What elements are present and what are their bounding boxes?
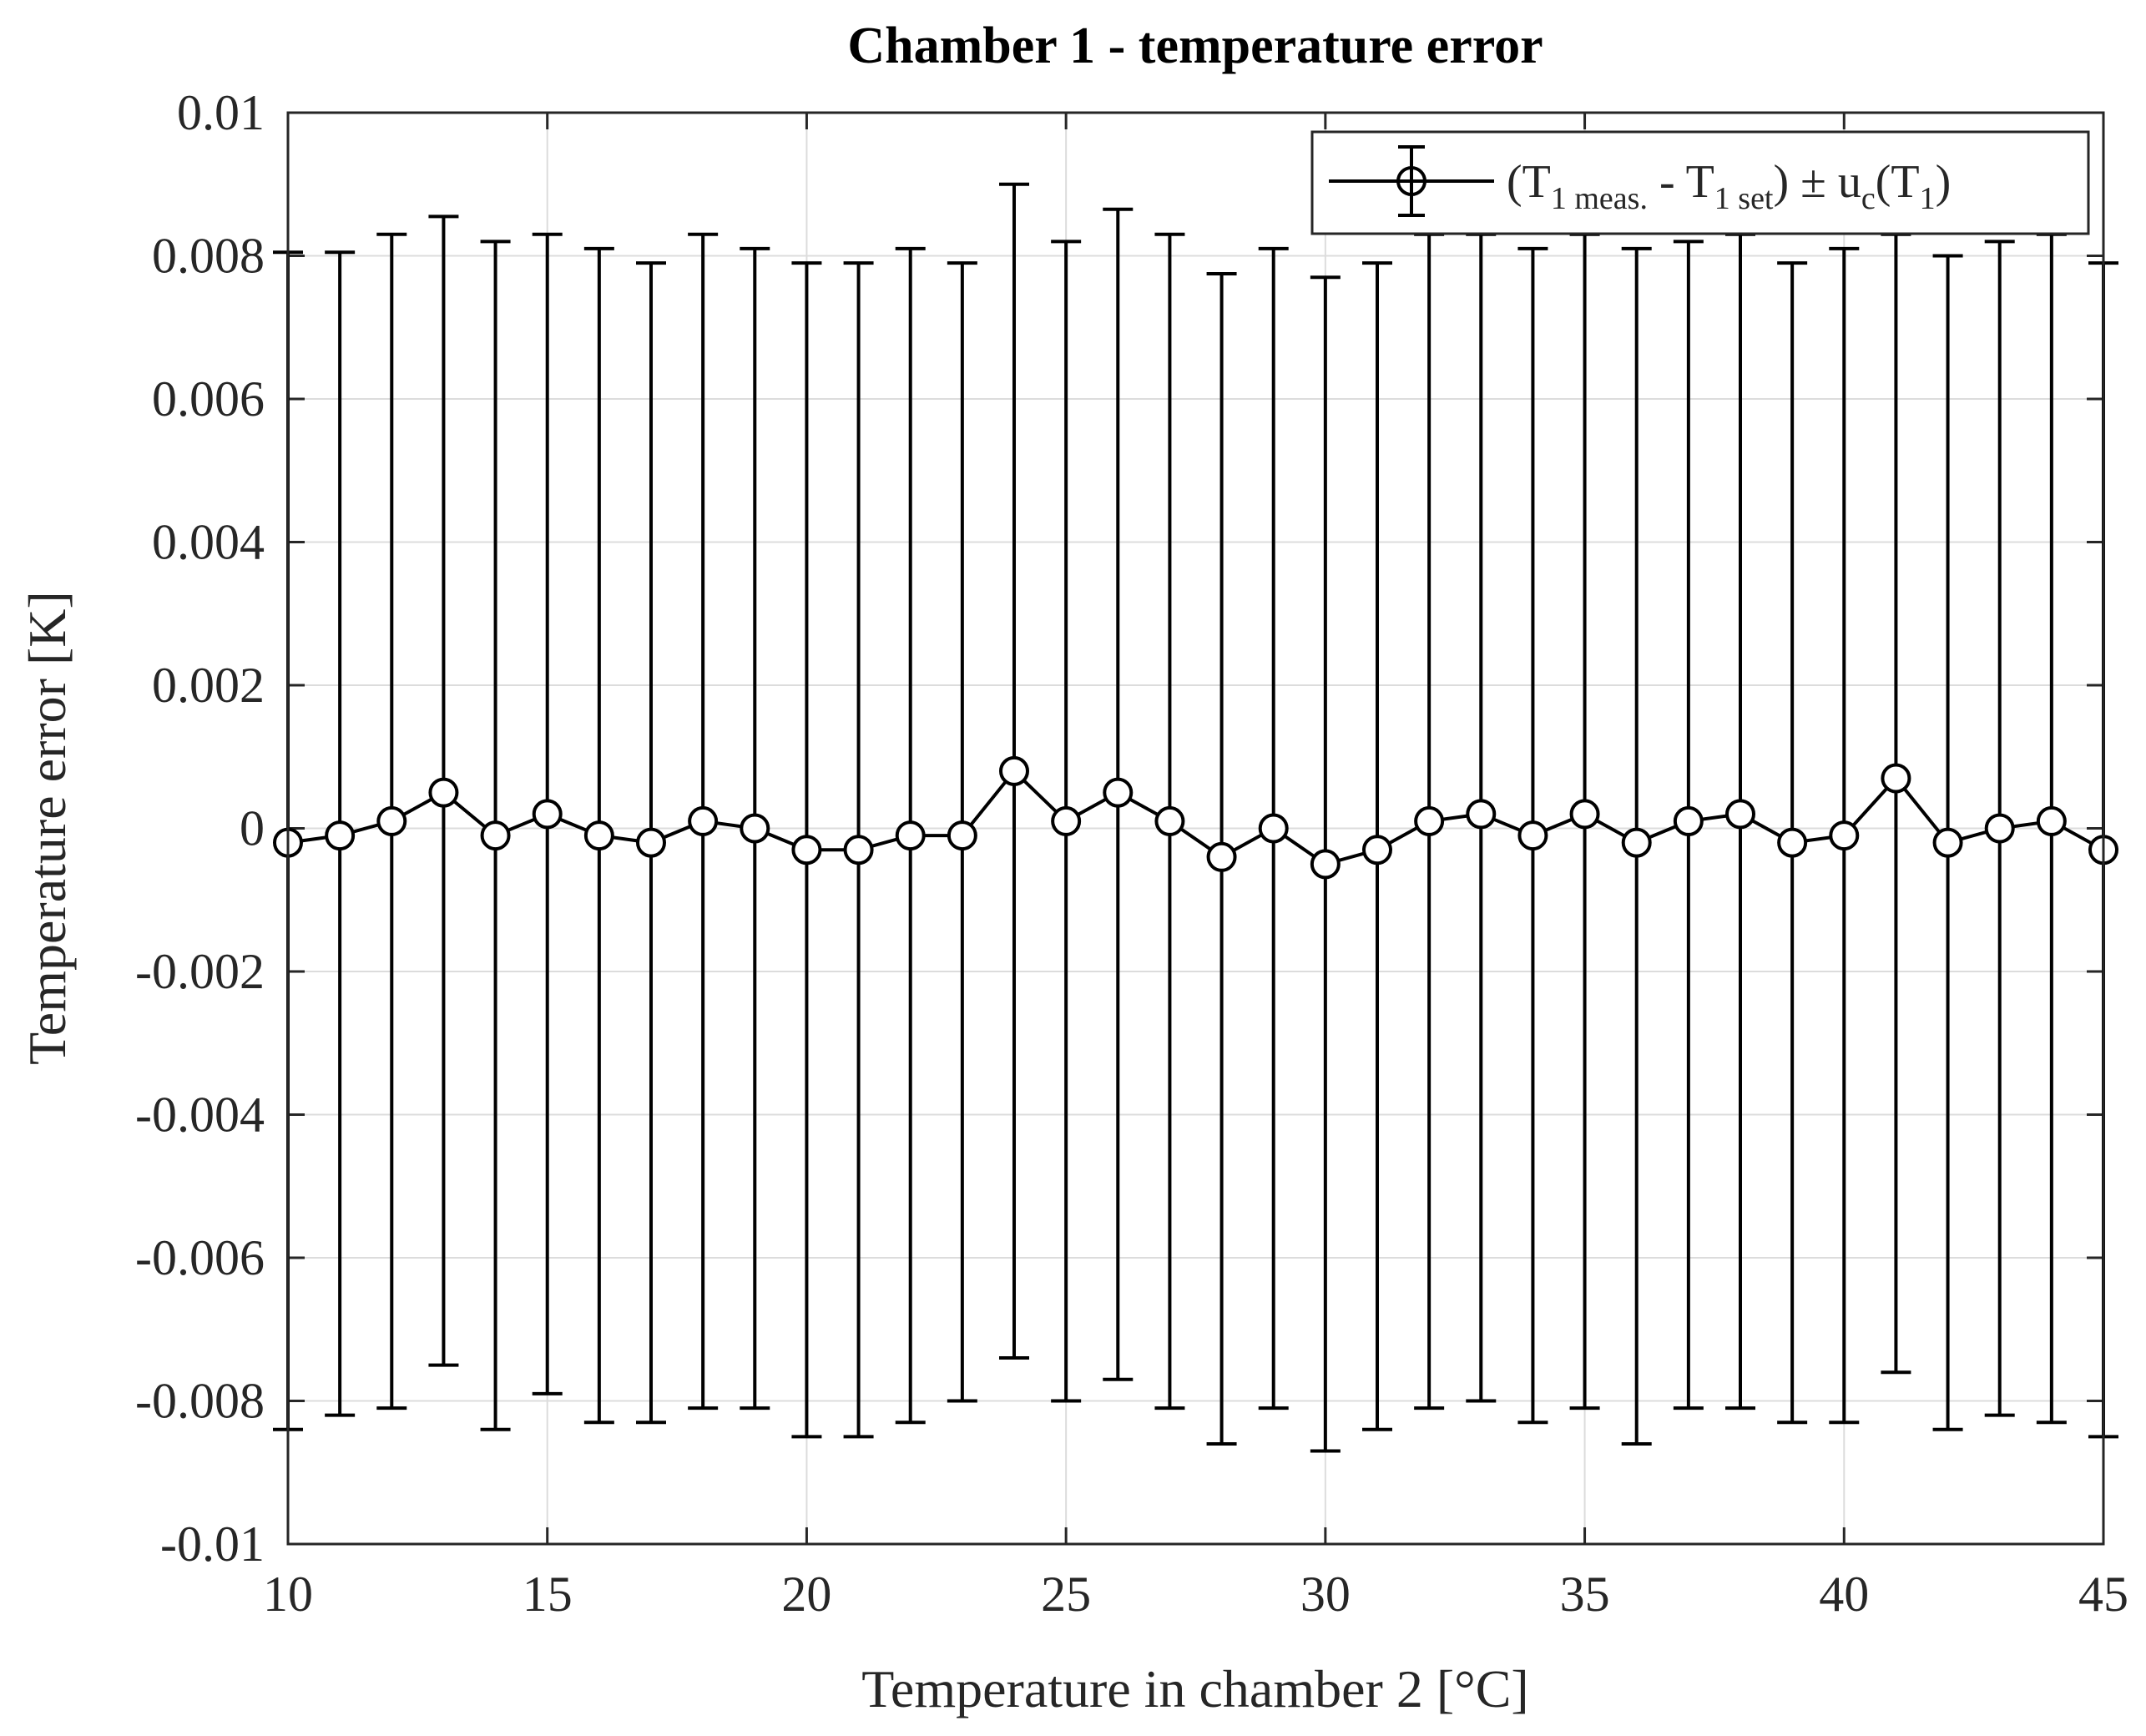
data-point [1569, 799, 1600, 830]
chart-title: Chamber 1 - temperature error [847, 18, 1543, 74]
data-series [273, 182, 2118, 1453]
legend-label-sub-meas: 1 meas. [1551, 181, 1648, 216]
y-axis-label: Temperature error [K] [18, 591, 77, 1065]
data-point [325, 820, 356, 851]
x-axis-label: Temperature in chamber 2 [°C] [861, 1659, 1528, 1718]
data-point [1103, 777, 1134, 808]
data-point [791, 835, 822, 865]
data-point [583, 820, 614, 851]
x-tick-label: 15 [523, 1567, 573, 1622]
x-tick-label: 45 [2078, 1567, 2128, 1622]
data-point [2036, 805, 2067, 836]
axis-ticks [286, 111, 2105, 1546]
data-point [428, 777, 459, 808]
data-point [1984, 813, 2015, 844]
legend-label-open: (T [1507, 156, 1551, 208]
plot-area-frame [286, 111, 2105, 1546]
legend-label: (T1 meas. - T1 set) ± uc(T1) [1507, 156, 1951, 216]
y-tick-label: 0.01 [177, 85, 265, 140]
data-point [1206, 841, 1237, 872]
legend-label-close: ) ± u [1774, 156, 1861, 208]
data-point [999, 755, 1029, 786]
data-point [376, 805, 407, 836]
y-tick-label: -0.002 [135, 944, 265, 999]
data-point [1725, 799, 1755, 830]
x-tick-label: 35 [1560, 1567, 1610, 1622]
legend-label-sub-set: 1 set [1714, 181, 1774, 216]
y-tick-label: 0.006 [152, 371, 265, 426]
data-point [1673, 805, 1704, 836]
x-tick-label: 25 [1041, 1567, 1091, 1622]
data-point [1310, 849, 1341, 880]
data-point [1051, 805, 1082, 836]
data-point [1777, 827, 1808, 858]
legend-label-tail-open: (T [1876, 156, 1920, 208]
legend-label-mid: - T [1648, 156, 1714, 208]
data-point [480, 820, 511, 851]
data-point [895, 820, 926, 851]
y-tick-label: 0 [240, 801, 265, 856]
x-tick-label: 30 [1300, 1567, 1351, 1622]
data-point [1154, 805, 1185, 836]
data-point [636, 827, 666, 858]
data-point [1932, 827, 1963, 858]
legend: (T1 meas. - T1 set) ± uc(T1) [1310, 130, 2090, 235]
y-tick-label: -0.006 [135, 1230, 265, 1285]
legend-label-sub-1: 1 [1920, 181, 1936, 216]
data-point [843, 835, 874, 865]
legend-label-sub-c: c [1861, 181, 1876, 216]
x-tick-label: 10 [263, 1567, 313, 1622]
data-point [1881, 763, 1911, 794]
data-point [1621, 827, 1652, 858]
data-point [1258, 813, 1289, 844]
y-tick-label: 0.004 [152, 515, 265, 570]
y-tick-label: -0.01 [160, 1516, 265, 1572]
data-point [1829, 820, 1860, 851]
y-tick-label: -0.008 [135, 1374, 265, 1429]
data-point [1414, 805, 1445, 836]
data-point [1517, 820, 1548, 851]
data-point [532, 799, 563, 830]
x-tick-labels: 10 15 20 25 30 35 40 45 [263, 1567, 2128, 1622]
data-point [1466, 799, 1497, 830]
y-tick-label: 0.002 [152, 658, 265, 713]
legend-label-tail-close: ) [1936, 156, 1952, 208]
x-tick-label: 20 [781, 1567, 831, 1622]
data-point [740, 813, 770, 844]
legend-marker-sample [1396, 166, 1426, 196]
y-tick-label: 0.008 [152, 229, 265, 284]
data-point [947, 820, 977, 851]
data-point [688, 805, 719, 836]
data-point [1362, 835, 1392, 865]
x-tick-label: 40 [1819, 1567, 1869, 1622]
y-tick-labels: -0.01 -0.008 -0.006 -0.004 -0.002 0 0.002 0.004… [135, 85, 265, 1572]
y-tick-label: -0.004 [135, 1088, 265, 1143]
